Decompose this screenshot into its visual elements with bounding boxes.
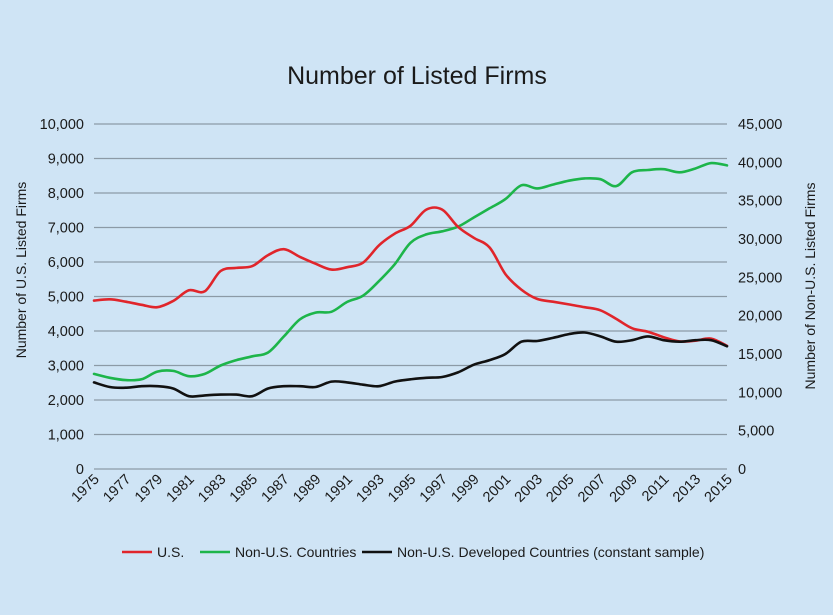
x-tick-label: 1977 bbox=[100, 472, 134, 506]
legend-label: Non-U.S. Countries bbox=[235, 544, 356, 560]
left-tick-label: 6,000 bbox=[48, 255, 84, 271]
right-tick-label: 40,000 bbox=[738, 155, 782, 171]
x-tick-label: 2005 bbox=[543, 472, 577, 506]
legend: U.S. Non-U.S. Countries Non-U.S. Developed… bbox=[122, 544, 704, 560]
right-tick-label: 45,000 bbox=[738, 117, 782, 133]
right-tick-label: 30,000 bbox=[738, 232, 782, 248]
legend-item-non-us: Non-U.S. Countries bbox=[200, 544, 356, 560]
left-tick-label: 0 bbox=[76, 462, 84, 478]
x-axis-ticks: 1975197719791981198319851987198919911993… bbox=[69, 472, 736, 506]
left-tick-label: 1,000 bbox=[48, 428, 84, 444]
left-tick-label: 10,000 bbox=[40, 117, 84, 133]
left-tick-label: 8,000 bbox=[48, 186, 84, 202]
left-axis-label: Number of U.S. Listed Firms bbox=[13, 182, 29, 359]
x-tick-label: 1987 bbox=[259, 472, 293, 506]
series-lines bbox=[92, 161, 729, 398]
chart-title: Number of Listed Firms bbox=[287, 62, 547, 90]
right-tick-label: 35,000 bbox=[738, 194, 782, 210]
left-tick-label: 2,000 bbox=[48, 393, 84, 409]
left-tick-label: 5,000 bbox=[48, 290, 84, 306]
right-tick-label: 10,000 bbox=[738, 385, 782, 401]
legend-item-non-us-developed: Non-U.S. Developed Countries (constant s… bbox=[362, 544, 704, 560]
legend-label: Non-U.S. Developed Countries (constant s… bbox=[397, 544, 704, 560]
left-axis-ticks: 0 1,000 2,000 3,000 4,000 5,000 6,000 7,000 8,00… bbox=[40, 117, 84, 478]
x-tick-label: 1993 bbox=[354, 472, 388, 506]
x-tick-label: 1991 bbox=[322, 472, 356, 506]
series-line-non-us-developed bbox=[92, 331, 729, 398]
legend-label: U.S. bbox=[157, 544, 184, 560]
right-tick-label: 15,000 bbox=[738, 347, 782, 363]
left-tick-label: 3,000 bbox=[48, 359, 84, 375]
right-tick-label: 5,000 bbox=[738, 424, 774, 440]
x-tick-label: 2013 bbox=[670, 472, 704, 506]
x-tick-label: 1999 bbox=[448, 472, 482, 506]
x-tick-label: 2007 bbox=[575, 472, 609, 506]
legend-item-us: U.S. bbox=[122, 544, 184, 560]
x-tick-label: 1979 bbox=[132, 472, 166, 506]
x-tick-label: 1995 bbox=[385, 472, 419, 506]
right-tick-label: 20,000 bbox=[738, 309, 782, 325]
right-tick-label: 25,000 bbox=[738, 270, 782, 286]
x-tick-label: 2011 bbox=[639, 472, 672, 505]
x-tick-label: 2009 bbox=[607, 472, 641, 506]
x-tick-label: 1985 bbox=[227, 472, 261, 506]
right-axis-ticks: 0 5,000 10,000 15,000 20,000 25,000 30,000 35,0… bbox=[738, 117, 782, 478]
x-tick-label: 2001 bbox=[480, 472, 514, 506]
x-tick-label: 1975 bbox=[69, 472, 103, 506]
x-tick-label: 1983 bbox=[195, 472, 229, 506]
x-tick-label: 1989 bbox=[290, 472, 324, 506]
x-tick-label: 1997 bbox=[417, 472, 451, 506]
grid bbox=[94, 123, 727, 470]
left-tick-label: 7,000 bbox=[48, 221, 84, 237]
left-tick-label: 9,000 bbox=[48, 152, 84, 168]
x-tick-label: 2003 bbox=[512, 472, 546, 506]
right-axis-label: Number of Non-U.S. Listed Firms bbox=[802, 183, 818, 390]
x-tick-label: 2015 bbox=[702, 472, 736, 506]
series-line-non-us bbox=[92, 161, 729, 382]
left-tick-label: 4,000 bbox=[48, 324, 84, 340]
series-line-us bbox=[92, 206, 729, 348]
x-tick-label: 1981 bbox=[164, 472, 198, 506]
right-tick-label: 0 bbox=[738, 462, 746, 478]
